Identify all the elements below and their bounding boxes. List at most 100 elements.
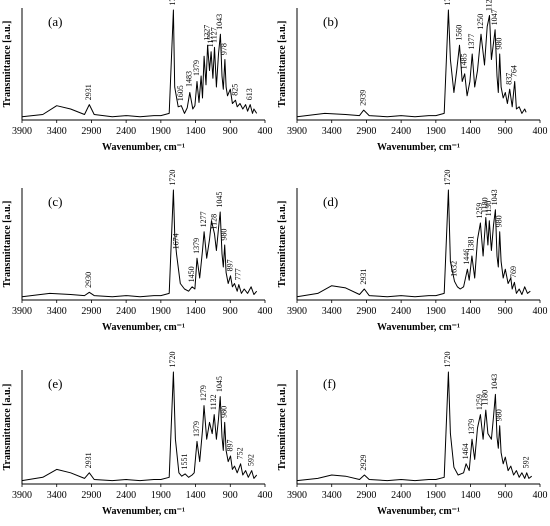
peak-label: 2931 [359, 269, 368, 285]
x-tick-label: 1900 [426, 306, 446, 317]
x-tick-label: 1900 [426, 490, 446, 501]
x-tick-label: 1400 [186, 490, 206, 501]
x-tick-label: 1900 [151, 306, 171, 317]
x-tick-label: 2400 [116, 126, 136, 137]
peak-label: 1259 [475, 203, 484, 219]
x-tick-label: 1400 [461, 306, 481, 317]
x-tick-label: 900 [498, 126, 513, 137]
x-tick-label: 400 [533, 490, 548, 501]
x-tick-label: 3400 [47, 126, 67, 137]
peak-label: 1720 [443, 352, 452, 368]
peak-label: 1128 [209, 214, 218, 230]
x-tick-label: 2400 [391, 126, 411, 137]
x-tick-label: 400 [258, 126, 273, 137]
x-tick-label: 2400 [116, 490, 136, 501]
x-tick-label: 400 [533, 126, 548, 137]
x-tick-label: 1900 [426, 126, 446, 137]
panel-label: (c) [48, 194, 62, 209]
y-axis-title: Transmittance [a.u.] [2, 21, 13, 108]
peak-label: 2931 [84, 452, 93, 468]
panel-label: (b) [323, 14, 338, 29]
peak-label: 1379 [192, 238, 201, 254]
x-tick-label: 3900 [287, 490, 307, 501]
x-axis-title: Wavenumber, cm⁻¹ [102, 142, 185, 153]
peak-label: 897 [225, 440, 234, 452]
peak-label: 1259 [475, 394, 484, 410]
peak-label: 980 [495, 215, 504, 227]
x-tick-label: 2900 [81, 306, 101, 317]
peak-label: 1379 [192, 60, 201, 76]
x-tick-label: 1400 [186, 306, 206, 317]
peak-label: 1379 [192, 421, 201, 437]
peak-label: 1045 [215, 376, 224, 392]
x-axis-title: Wavenumber, cm⁻¹ [377, 322, 460, 333]
panel-label: (e) [48, 376, 62, 391]
x-tick-label: 2400 [391, 490, 411, 501]
peak-label: 980 [495, 38, 504, 50]
peak-label: 1043 [490, 189, 499, 205]
x-tick-label: 900 [223, 306, 238, 317]
x-tick-label: 3900 [12, 490, 32, 501]
peak-label: 1379 [467, 419, 476, 435]
x-tick-label: 1900 [151, 490, 171, 501]
peak-label: 897 [225, 259, 234, 271]
peak-label: 1279 [199, 385, 208, 401]
y-axis-title: Transmittance [a.u.] [277, 384, 288, 471]
spectrum-line [296, 371, 533, 482]
x-tick-label: 3400 [47, 490, 67, 501]
x-axis-title: Wavenumber, cm⁻¹ [102, 506, 185, 517]
peak-label: 1227 [202, 25, 211, 41]
peak-label: 1180 [481, 390, 490, 406]
x-tick-label: 400 [258, 490, 273, 501]
peak-label: 1720 [168, 352, 177, 368]
x-tick-label: 3900 [12, 306, 32, 317]
x-tick-label: 900 [223, 490, 238, 501]
x-tick-label: 2900 [81, 490, 101, 501]
peak-label: 1047 [490, 9, 499, 25]
peak-label: 2939 [359, 90, 368, 106]
peak-label: 592 [521, 456, 530, 468]
peak-label: 1483 [185, 71, 194, 87]
spectrum-line [296, 9, 527, 118]
peak-label: 980 [220, 229, 229, 241]
peak-label: 837 [504, 73, 513, 85]
panel-label: (f) [323, 376, 336, 391]
peak-label: 1130 [484, 201, 493, 217]
x-tick-label: 2400 [391, 306, 411, 317]
x-tick-label: 2900 [356, 126, 376, 137]
spectrum-line [21, 371, 258, 482]
x-axis-title: Wavenumber, cm⁻¹ [102, 322, 185, 333]
spectrum-panel-e: 3900 3400 2900 2400 1900 1400 900 400 2931 1720 15… [2, 352, 273, 517]
peak-label: 1560 [454, 25, 463, 41]
x-tick-label: 3900 [287, 306, 307, 317]
x-tick-label: 3400 [322, 126, 342, 137]
peak-label: 764 [510, 65, 519, 77]
peak-label: 777 [234, 268, 243, 280]
y-axis-title: Transmittance [a.u.] [2, 384, 13, 471]
panel-label: (d) [323, 194, 338, 209]
x-tick-label: 900 [498, 306, 513, 317]
peak-label: 1720 [168, 0, 177, 6]
x-tick-label: 2900 [356, 490, 376, 501]
peak-label: 1632 [449, 261, 458, 277]
peak-label: 1277 [199, 211, 208, 227]
y-axis-title: Transmittance [a.u.] [2, 201, 13, 288]
peak-label: 1250 [476, 14, 485, 30]
spectrum-panel-a: 3900 3400 2900 2400 1900 1400 900 400 2931 1720 16… [2, 0, 273, 153]
spectrum-line [21, 9, 258, 118]
peak-label: 1180 [481, 197, 490, 213]
spectrum-panel-d: 3900 3400 2900 2400 1900 1400 900 400 2931 1720 16… [277, 170, 548, 333]
peak-label: 1177 [206, 32, 215, 48]
peak-label: 980 [495, 409, 504, 421]
x-tick-label: 900 [498, 490, 513, 501]
peak-label: 980 [220, 406, 229, 418]
peak-label: 2931 [84, 84, 93, 100]
peak-label: 1551 [180, 453, 189, 469]
peak-label: 592 [246, 454, 255, 466]
x-tick-label: 3400 [322, 490, 342, 501]
x-tick-label: 2400 [116, 306, 136, 317]
y-axis-title: Transmittance [a.u.] [277, 201, 288, 288]
peak-label: 1043 [490, 374, 499, 390]
peak-label: 1446 [462, 249, 471, 265]
